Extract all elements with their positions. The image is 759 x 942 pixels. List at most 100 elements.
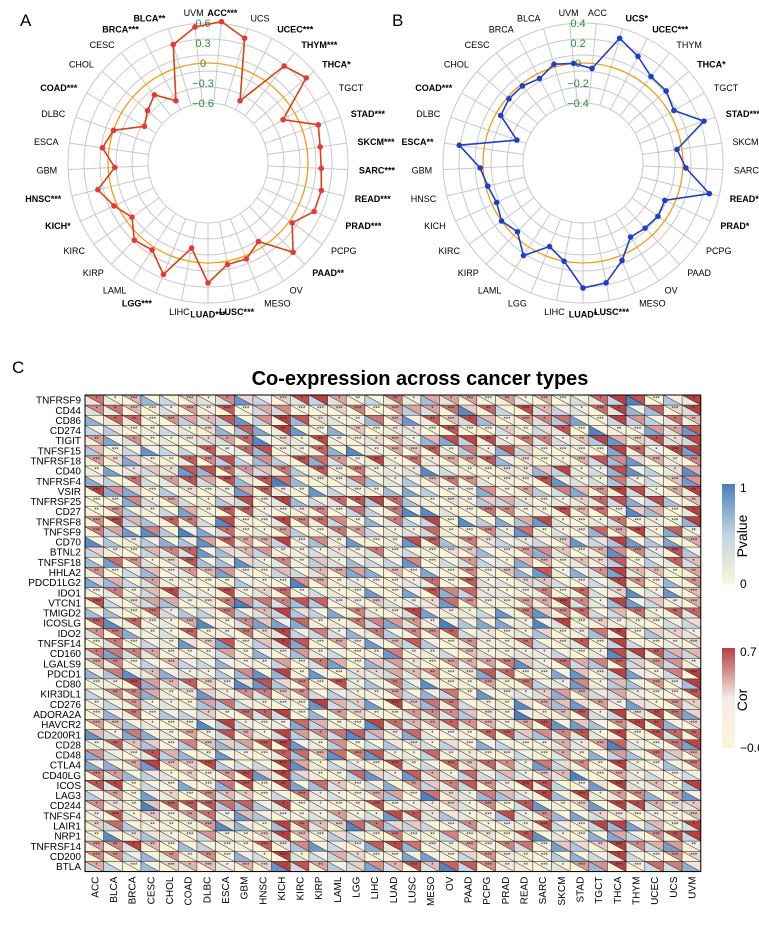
heatmap-significance-star: *** (541, 498, 549, 504)
heatmap-significance-star: ** (150, 508, 155, 514)
radar-a-data-point (303, 75, 310, 81)
heatmap-significance-star: *** (541, 853, 549, 859)
heatmap-significance-star: ** (355, 457, 360, 463)
heatmap-significance-star: *** (485, 802, 493, 808)
radar-b-category-label: SKCM (732, 137, 758, 147)
heatmap-significance-star: *** (410, 457, 418, 463)
radar-b-data-point (514, 228, 521, 235)
heatmap-significance-star: * (375, 437, 378, 443)
heatmap-significance-star: *** (541, 822, 549, 828)
radar-b-category-label: STAD*** (726, 109, 759, 119)
heatmap-significance-star: *** (130, 680, 138, 686)
heatmap-significance-star: *** (130, 397, 138, 403)
heatmap-significance-star: *** (280, 397, 288, 403)
heatmap-significance-star: *** (485, 711, 493, 717)
heatmap-significance-star: *** (672, 853, 680, 859)
radar-b-data-point (477, 165, 483, 171)
heatmap-significance-star: *** (336, 407, 344, 413)
heatmap-significance-star: ** (94, 468, 99, 474)
heatmap-significance-star: *** (205, 772, 213, 778)
heatmap-significance-star: *** (93, 528, 101, 534)
heatmap-significance-star: *** (317, 640, 325, 646)
heatmap-significance-star: ** (561, 711, 566, 717)
radar-b-data-point (506, 96, 512, 102)
heatmap-significance-star: ** (673, 812, 678, 818)
heatmap-significance-star: *** (168, 782, 176, 788)
heatmap-significance-star: ** (393, 498, 398, 504)
heatmap-significance-star: *** (672, 680, 680, 686)
heatmap-significance-star: *** (448, 640, 456, 646)
heatmap-significance-star: *** (224, 853, 232, 859)
heatmap-significance-star: *** (298, 457, 306, 463)
heatmap-significance-star: ** (617, 427, 622, 433)
radar-b-data-point (520, 252, 527, 259)
heatmap-significance-star: *** (186, 792, 194, 798)
heatmap-significance-star: *** (485, 843, 493, 849)
radar-a-data-point (318, 165, 325, 172)
radar-b-category-label: TGCT (714, 83, 739, 93)
heatmap-significance-star: *** (317, 579, 325, 585)
heatmap-significance-star: ** (411, 630, 416, 636)
heatmap-significance-star: ** (654, 569, 659, 575)
heatmap-significance-star: *** (280, 741, 288, 747)
heatmap-significance-star: *** (672, 802, 680, 808)
heatmap-significance-star: *** (466, 741, 474, 747)
heatmap-significance-star: *** (634, 630, 642, 636)
heatmap-significance-star: *** (392, 447, 400, 453)
heatmap-column-label: LIHC (370, 877, 381, 900)
heatmap-significance-star: *** (690, 670, 698, 676)
heatmap-significance-star: *** (466, 397, 474, 403)
heatmap-significance-star: *** (93, 680, 101, 686)
heatmap-significance-star: ** (188, 701, 193, 707)
heatmap-significance-star: *** (597, 741, 605, 747)
heatmap-significance-star: ** (430, 670, 435, 676)
heatmap-significance-star: ** (244, 650, 249, 656)
heatmap-significance-star: *** (261, 488, 269, 494)
radar-b-data-point (616, 35, 623, 42)
heatmap-significance-star: ** (355, 417, 360, 423)
heatmap-significance-star: *** (560, 508, 568, 514)
heatmap-significance-star: *** (410, 701, 418, 707)
heatmap-significance-star: ** (244, 589, 249, 595)
radar-a-category-label: ACC*** (207, 8, 238, 18)
heatmap-significance-star: ** (225, 772, 230, 778)
heatmap-significance-star: ** (467, 731, 472, 737)
heatmap-significance-star: ** (169, 457, 174, 463)
heatmap-significance-star: *** (597, 670, 605, 676)
radar-a-data-point (192, 24, 198, 30)
heatmap-significance-star: *** (186, 630, 194, 636)
heatmap-significance-star: * (674, 437, 677, 443)
heatmap-significance-star: *** (354, 721, 362, 727)
heatmap-significance-star: ** (244, 833, 249, 839)
heatmap-significance-star: ** (188, 822, 193, 828)
radar-a-data-point (111, 164, 118, 171)
heatmap-column-label: DLBC (202, 877, 213, 904)
heatmap-significance-star: *** (690, 457, 698, 463)
heatmap-significance-star: *** (672, 772, 680, 778)
heatmap-significance-star: *** (112, 498, 120, 504)
heatmap-significance-star: ** (467, 762, 472, 768)
heatmap-significance-star: ** (169, 731, 174, 737)
heatmap-significance-star: ** (430, 620, 435, 626)
heatmap-significance-star: ** (411, 782, 416, 788)
radar-a-category-label: DLBC (41, 109, 66, 119)
heatmap-significance-star: *** (261, 782, 269, 788)
heatmap-significance-star: ** (169, 822, 174, 828)
heatmap-significance-star: ** (691, 569, 696, 575)
radar-a-grid-ring (147, 102, 269, 224)
heatmap-significance-star: ** (225, 620, 230, 626)
radar-a-series-line (96, 20, 323, 285)
heatmap-column-label: HNSC (258, 877, 269, 905)
heatmap-significance-star: *** (578, 457, 586, 463)
radar-b-data-point (551, 61, 557, 67)
heatmap-significance-star: *** (336, 569, 344, 575)
heatmap-significance-star: *** (672, 508, 680, 514)
heatmap-significance-star: *** (578, 822, 586, 828)
radar-b-data-point (683, 165, 689, 171)
radar-b-data-point (648, 73, 654, 80)
heatmap-significance-star: *** (336, 599, 344, 605)
heatmap-significance-star: *** (392, 833, 400, 839)
heatmap-significance-star: *** (560, 640, 568, 646)
heatmap-significance-star: ** (691, 579, 696, 585)
heatmap-significance-star: *** (336, 670, 344, 676)
